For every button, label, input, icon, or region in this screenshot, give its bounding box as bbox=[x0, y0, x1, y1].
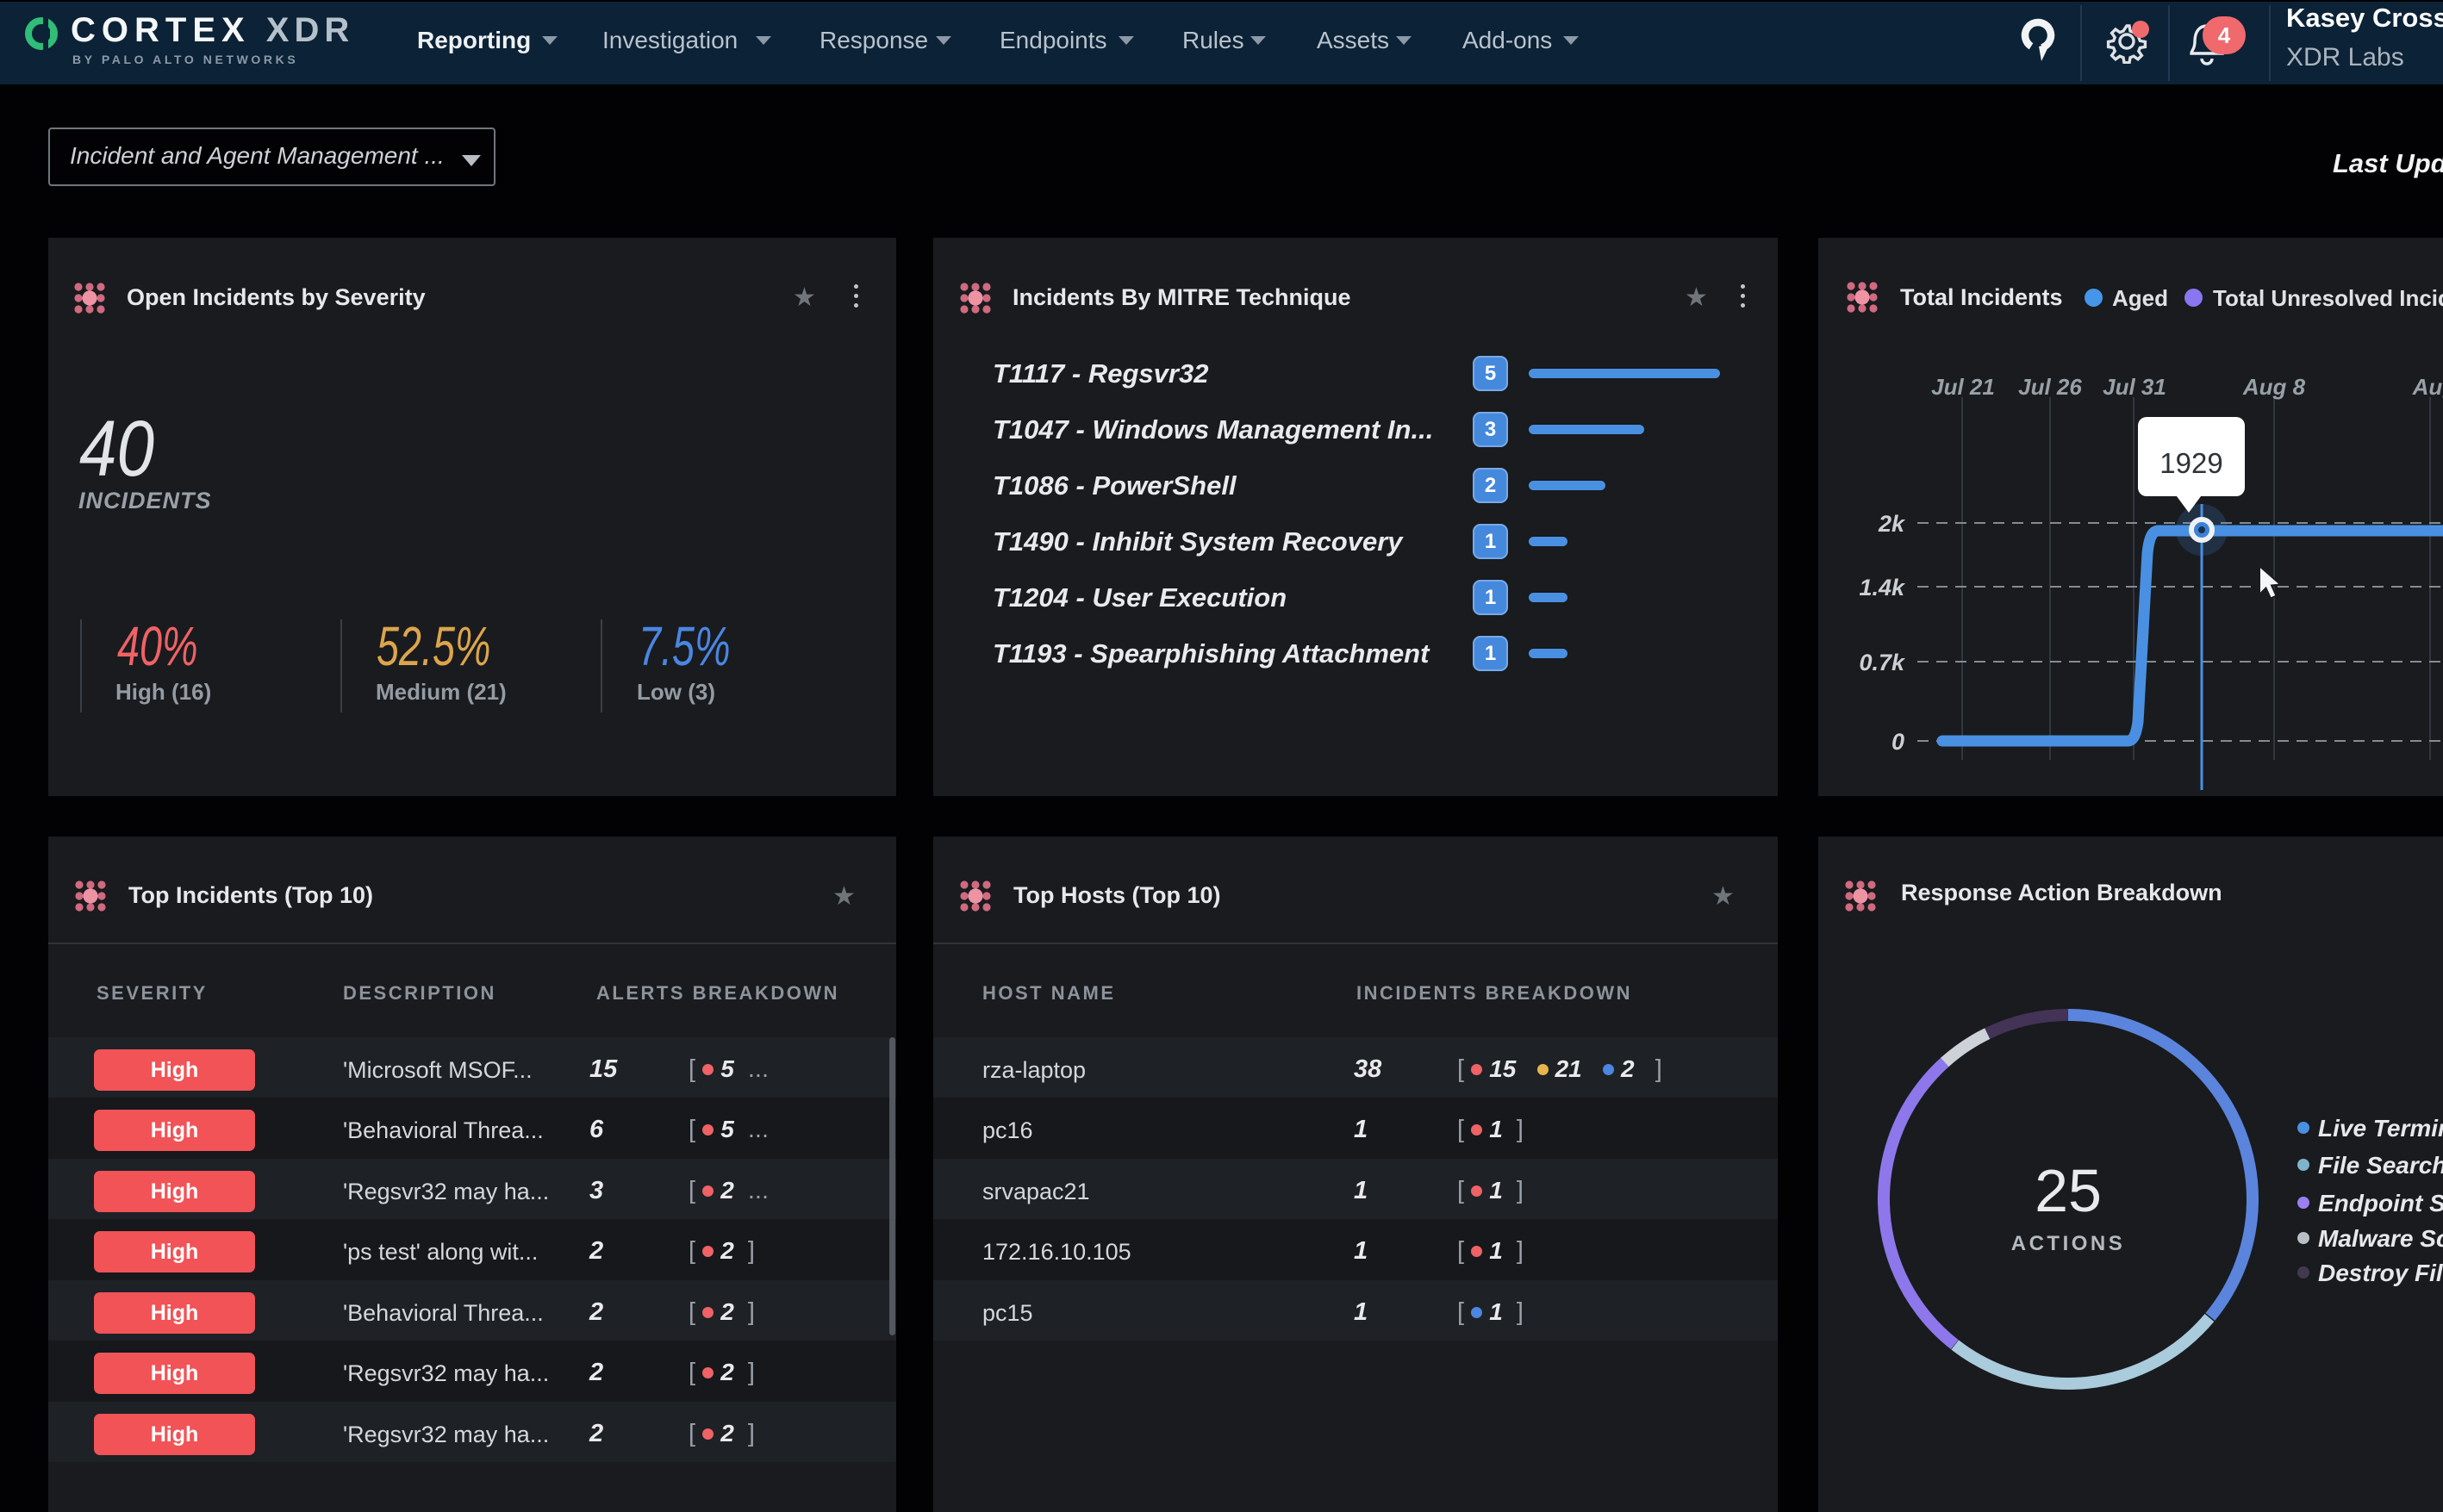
svg-text:0: 0 bbox=[1891, 729, 1904, 755]
svg-text:Jul 31: Jul 31 bbox=[2103, 374, 2166, 400]
svg-text:Jul 26: Jul 26 bbox=[2018, 374, 2082, 400]
svg-text:2k: 2k bbox=[1878, 511, 1906, 537]
svg-text:0.7k: 0.7k bbox=[1859, 650, 1906, 675]
svg-text:Aug 8: Aug 8 bbox=[2242, 374, 2306, 400]
svg-text:Jul 21: Jul 21 bbox=[1931, 374, 1995, 400]
svg-text:Aug 13: Aug 13 bbox=[2412, 374, 2443, 400]
svg-text:1.4k: 1.4k bbox=[1859, 575, 1906, 600]
svg-text:1929: 1929 bbox=[2159, 447, 2222, 479]
